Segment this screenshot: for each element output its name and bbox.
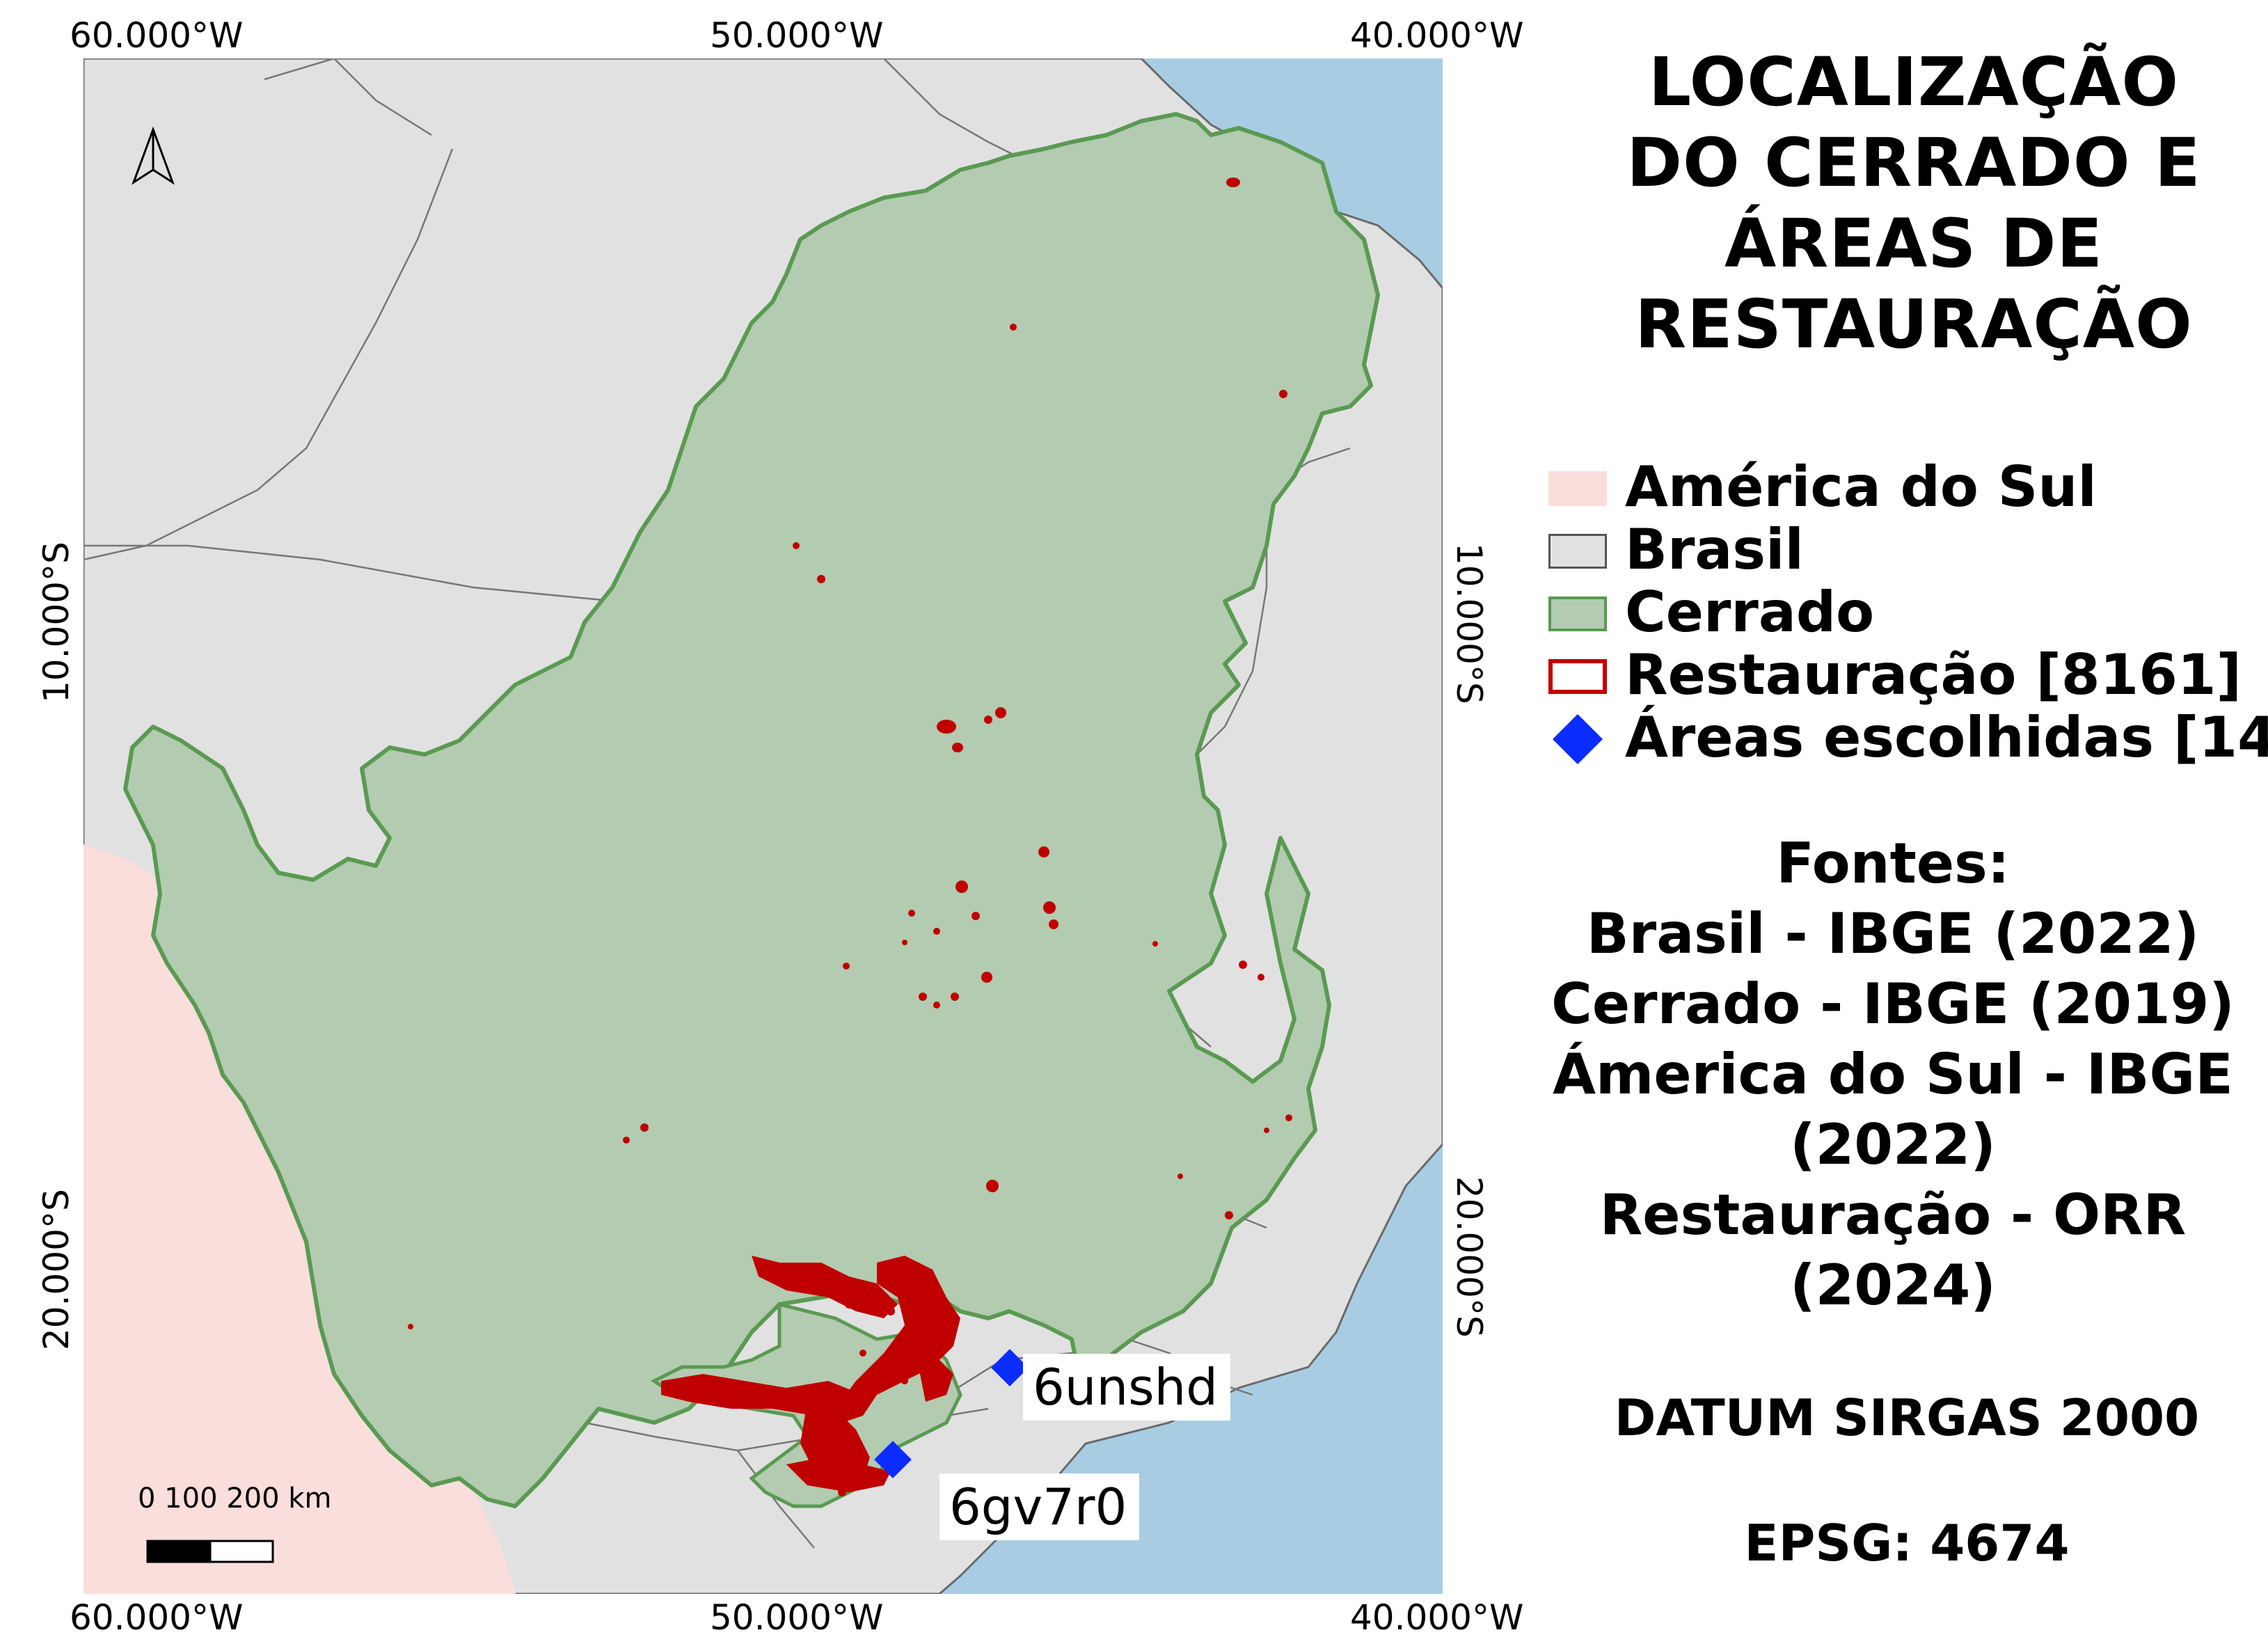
cerrado-polygon xyxy=(123,112,1380,1508)
coord-bottom-60w: 60.000°W xyxy=(70,1597,244,1638)
sources-line: Brasil - IBGE (2022) xyxy=(1586,901,2200,966)
coord-left-10s: 10.000°S xyxy=(36,542,77,703)
map-title: LOCALIZAÇÃO DO CERRADO E ÁREAS DE RESTAU… xyxy=(1587,42,2241,365)
coord-bottom-50w: 50.000°W xyxy=(710,1597,884,1638)
coord-top-50w: 50.000°W xyxy=(710,15,884,56)
chosen-areas xyxy=(874,1349,1029,1478)
legend-swatch-brasil xyxy=(1548,534,1607,569)
coord-top-40w: 40.000°W xyxy=(1350,15,1524,56)
legend-item-america-do-sul: América do Sul xyxy=(1548,456,2251,519)
legend-label: Brasil xyxy=(1625,517,1804,582)
chosen-area-6gv7r0-marker[interactable] xyxy=(874,1441,912,1478)
chosen-area-6unshd-marker[interactable] xyxy=(991,1349,1029,1386)
legend-swatch-america-do-sul xyxy=(1548,471,1607,506)
legend-swatch-restauracao xyxy=(1548,659,1607,694)
legend-label: Restauração [8161] xyxy=(1625,642,2242,707)
site-label-6gv7r0: 6gv7r0 xyxy=(939,1473,1140,1540)
sources-line: Fontes: xyxy=(1776,831,2010,896)
legend-label: América do Sul xyxy=(1625,455,2097,519)
legend-item-restauracao: Restauração [8161] xyxy=(1548,644,2251,706)
datum-label: DATUM SIRGAS 2000 xyxy=(1614,1389,2200,1447)
coord-left-20s: 20.000°S xyxy=(36,1189,77,1350)
coord-right-20s: 20.000°S xyxy=(1449,1176,1489,1338)
map-frame xyxy=(84,58,1443,1594)
coord-right-10s: 10.000°S xyxy=(1449,543,1489,704)
legend-label: Cerrado xyxy=(1625,580,1875,645)
sources-line: (2022) xyxy=(1790,1112,1996,1177)
site-label-6unshd: 6unshd xyxy=(1023,1354,1230,1421)
legend-item-areas-escolhidas: Áreas escolhidas [14] xyxy=(1548,706,2268,769)
scale-bar-label: 0 100 200 km xyxy=(138,1483,332,1515)
coord-top-60w: 60.000°W xyxy=(70,15,244,56)
north-arrow-icon xyxy=(132,126,175,185)
sources-block: Fontes: Brasil - IBGE (2022) Cerrado - I… xyxy=(1545,828,2241,1320)
title-line-4: RESTAURAÇÃO xyxy=(1635,285,2193,363)
legend-label: Áreas escolhidas [14] xyxy=(1625,705,2268,770)
title-line-3: ÁREAS DE xyxy=(1724,205,2103,283)
legend-item-brasil: Brasil xyxy=(1548,519,2251,581)
sources-line: Restauração - ORR xyxy=(1599,1183,2187,1247)
scale-bar xyxy=(146,1540,274,1563)
legend-swatch-cerrado xyxy=(1548,596,1607,631)
sources-line: (2024) xyxy=(1790,1253,1996,1318)
sources-line: Cerrado - IBGE (2019) xyxy=(1551,972,2235,1036)
restoration-areas xyxy=(408,177,1292,1496)
title-line-1: LOCALIZAÇÃO xyxy=(1648,43,2180,121)
coord-bottom-40w: 40.000°W xyxy=(1350,1597,1524,1638)
diamond-icon xyxy=(1553,714,1603,764)
title-line-2: DO CERRADO E xyxy=(1626,124,2201,202)
legend-item-cerrado: Cerrado xyxy=(1548,581,2251,644)
sources-line: Ámerica do Sul - IBGE xyxy=(1553,1042,2233,1107)
epsg-label: EPSG: 4674 xyxy=(1744,1514,2070,1572)
